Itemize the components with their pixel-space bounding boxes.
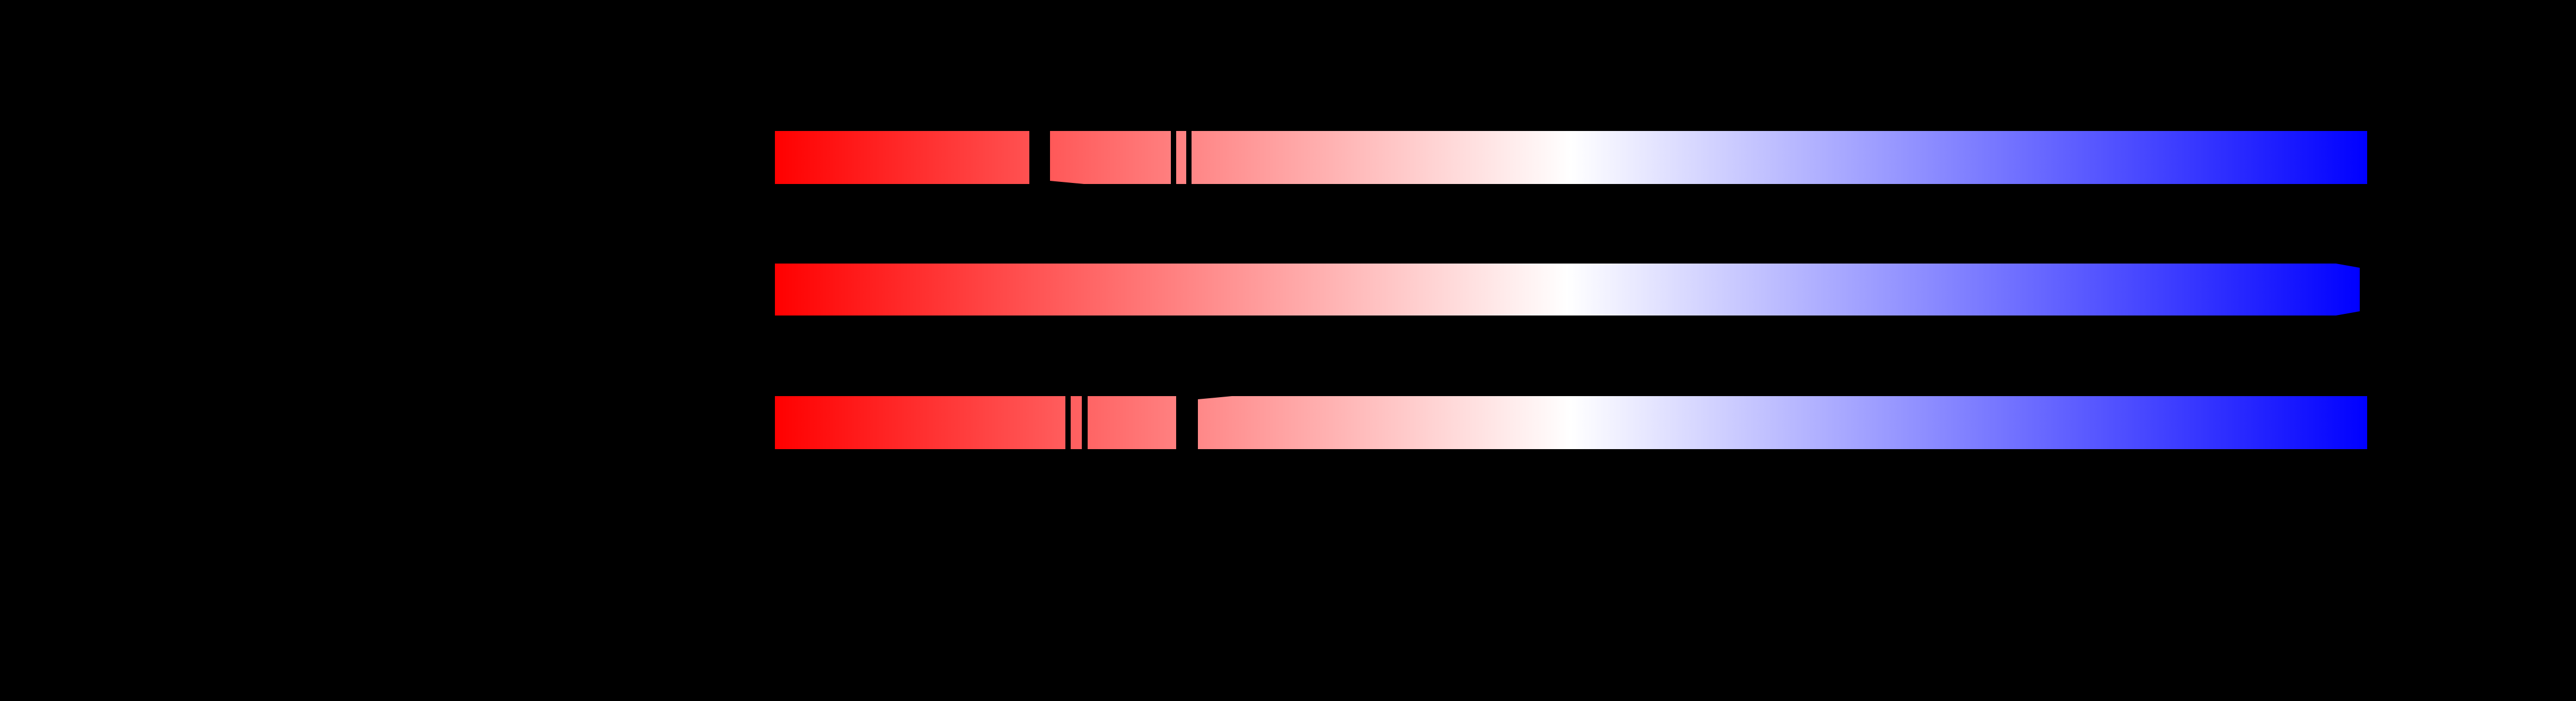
segment-marker-thin: [1065, 396, 1071, 449]
segment-marker-thin: [1082, 396, 1088, 449]
render-artifact-wedge: [1050, 181, 1084, 184]
segment-marker-thick: [1176, 396, 1198, 449]
gradient-strip-2: [775, 264, 2360, 316]
segment-marker-thick: [1029, 131, 1050, 184]
segment-marker-thin: [1171, 131, 1176, 184]
segment-marker-thin: [1186, 131, 1192, 184]
gradient-strip-3: [775, 396, 2367, 449]
gradient-strip-1: [775, 131, 2367, 184]
render-artifact-wedge: [1198, 396, 1232, 399]
